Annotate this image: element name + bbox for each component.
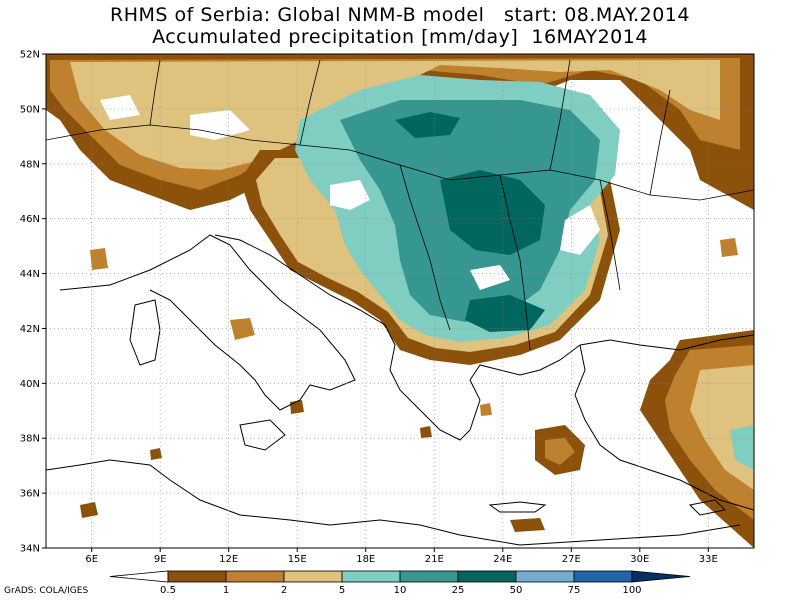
precip-spot-9	[420, 426, 432, 438]
lon-tick-label: 18E	[356, 554, 375, 565]
coastline-africa	[46, 459, 741, 546]
legend-tick-label: 0.5	[160, 585, 176, 596]
precip-spot-6	[720, 238, 738, 257]
precip-region-balkan-teal-dark	[440, 170, 545, 255]
latitude-labels: 34N 36N 38N 40N 42N 44N 46N 48N 50N 52N	[20, 50, 46, 555]
legend: 0.5 1 2 5 10 25 50 75 100	[109, 570, 691, 596]
credit-text: GrADS: COLA/IGES	[4, 586, 89, 596]
legend-swatch	[399, 570, 459, 583]
precip-region-balkan-teal-dark-3	[395, 112, 460, 138]
legend-swatch	[515, 570, 575, 583]
legend-tick-label: 1	[223, 585, 229, 596]
legend-swatch	[573, 570, 633, 583]
lat-tick-label: 50N	[20, 104, 40, 115]
lon-tick-label: 9E	[154, 554, 167, 565]
lon-tick-label: 15E	[288, 554, 307, 565]
coastline-aegean	[574, 344, 754, 511]
legend-swatch	[457, 570, 517, 583]
precip-island-aegean-2	[545, 438, 575, 465]
lat-tick-label: 44N	[20, 269, 40, 280]
dry-pocket-2	[560, 205, 600, 255]
legend-swatch	[283, 570, 343, 583]
border-lines-3	[149, 59, 671, 196]
coastline-cyprus	[688, 499, 727, 516]
dry-pocket-3	[190, 110, 250, 140]
precip-region-balkan-teal-dark-2	[465, 295, 545, 332]
title-line-1: RHMS of Serbia: Global NMM-B model start…	[110, 4, 690, 26]
precip-spot-3	[80, 502, 98, 518]
legend-swatch	[631, 570, 691, 583]
precip-spot-8	[480, 403, 492, 416]
lat-tick-label: 36N	[20, 489, 40, 500]
legend-swatch	[225, 570, 285, 583]
map-frame	[45, 53, 755, 549]
lat-tick-label: 34N	[20, 544, 40, 555]
legend-swatch	[109, 570, 169, 583]
dry-pocket-1	[330, 180, 370, 210]
lon-tick-label: 6E	[85, 554, 98, 565]
precip-spot-7	[150, 448, 162, 460]
legend-swatch	[167, 570, 227, 583]
legend-tick-label: 2	[281, 585, 287, 596]
legend-tick-label: 50	[510, 585, 523, 596]
precip-region-east-teal	[730, 425, 754, 470]
coastline-sardinia	[129, 299, 161, 366]
lat-tick-label: 40N	[20, 379, 40, 390]
legend-tick-label: 75	[568, 585, 581, 596]
lat-tick-label: 48N	[20, 159, 40, 170]
lon-tick-label: 12E	[219, 554, 238, 565]
lat-tick-label: 42N	[20, 324, 40, 335]
lat-tick-label: 46N	[20, 214, 40, 225]
coastline-adriatic	[214, 234, 581, 441]
coastline-crete	[488, 501, 547, 513]
legend-tick-label: 100	[622, 585, 641, 596]
precip-region-north-tan	[70, 60, 720, 170]
title-line-2: Accumulated precipitation [mm/day] 16MAY…	[152, 26, 648, 48]
legend-swatch	[341, 570, 401, 583]
lat-tick-label: 38N	[20, 434, 40, 445]
longitude-labels: 6E 9E 12E 15E 18E 21E 24E 27E 30E 33E	[85, 548, 718, 565]
lon-tick-label: 24E	[493, 554, 512, 565]
dry-pocket-4	[100, 95, 140, 120]
lat-tick-label: 52N	[20, 50, 40, 61]
precip-spot-4	[90, 248, 108, 270]
legend-tick-label: 25	[452, 585, 465, 596]
legend-tick-label: 5	[339, 585, 345, 596]
precip-spot-2	[230, 318, 255, 340]
border-lines-2	[399, 164, 621, 351]
lon-tick-label: 33E	[699, 554, 718, 565]
coastline-turkey	[579, 334, 754, 351]
precipitation-field	[46, 54, 754, 548]
precip-spot-1	[510, 518, 545, 532]
legend-tick-label: 10	[394, 585, 407, 596]
coastlines	[46, 59, 754, 546]
lon-tick-label: 30E	[630, 554, 649, 565]
coastline-italy	[59, 234, 356, 411]
coastline-sicily	[239, 419, 286, 451]
lon-tick-label: 21E	[425, 554, 444, 565]
lon-tick-label: 27E	[562, 554, 581, 565]
dry-pocket-5	[470, 265, 510, 290]
